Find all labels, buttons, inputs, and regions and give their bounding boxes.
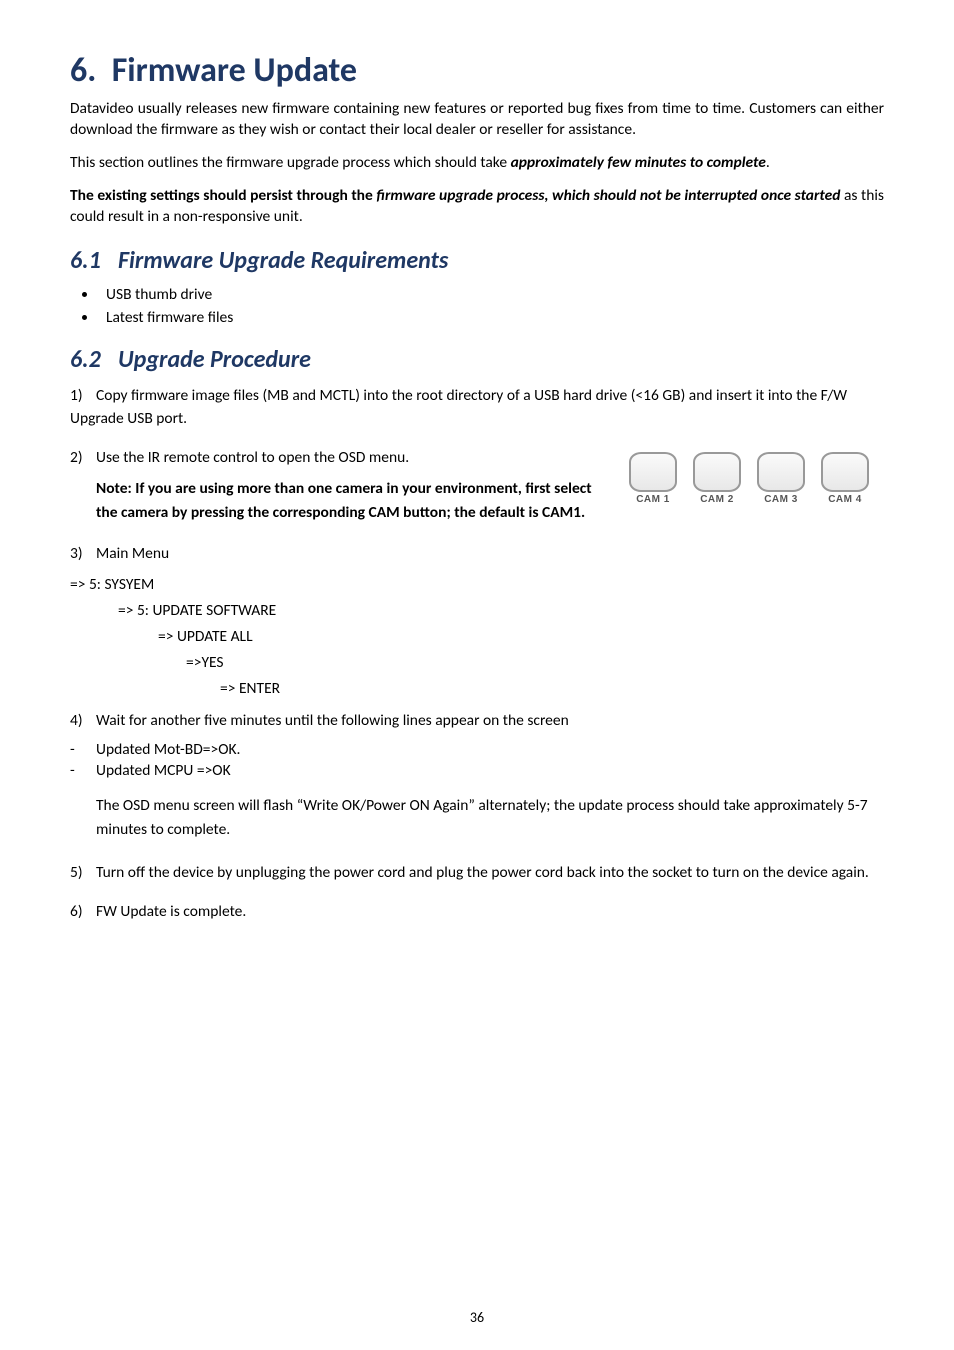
list-item: Latest firmware files xyxy=(98,308,884,327)
heading-number: 6. xyxy=(70,50,96,91)
text-emphasis: firmware upgrade process, which should n… xyxy=(376,186,840,205)
cam-buttons-image: CAM 1 CAM 2 CAM 3 CAM 4 xyxy=(624,452,884,505)
step-text: Wait for another five minutes until the … xyxy=(96,711,569,730)
intro-paragraph-3: The existing settings should persist thr… xyxy=(70,186,884,228)
intro-paragraph-2: This section outlines the firmware upgra… xyxy=(70,153,884,174)
cam-label: CAM 4 xyxy=(816,494,874,505)
code-line: =>YES xyxy=(70,651,884,675)
cam-button: CAM 4 xyxy=(816,452,874,505)
dash: - xyxy=(70,740,96,759)
cam-button: CAM 3 xyxy=(752,452,810,505)
step-number: 3) xyxy=(70,542,96,565)
step-5: 5)Turn off the device by unplugging the … xyxy=(70,861,884,884)
cam-label: CAM 3 xyxy=(752,494,810,505)
subsection-title: Upgrade Procedure xyxy=(118,345,311,374)
cam-button: CAM 1 xyxy=(624,452,682,505)
step-text: Copy firmware image files (MB and MCTL) … xyxy=(70,386,847,428)
code-line: => 5: UPDATE SOFTWARE xyxy=(70,599,884,623)
subsection-number: 6.2 xyxy=(70,345,118,374)
dash-text: Updated MCPU =>OK xyxy=(96,761,231,780)
dash-item: -Updated Mot-BD=>OK. xyxy=(70,740,884,759)
cam-button: CAM 2 xyxy=(688,452,746,505)
text-span: . xyxy=(766,153,770,172)
cam-label: CAM 2 xyxy=(688,494,746,505)
intro-paragraph-1: Datavideo usually releases new firmware … xyxy=(70,99,884,141)
cam-button-icon xyxy=(629,452,677,492)
step-number: 5) xyxy=(70,861,96,884)
cam-button-icon xyxy=(821,452,869,492)
step-2: 2)Use the IR remote control to open the … xyxy=(70,446,604,469)
step-text: Main Menu xyxy=(96,544,169,563)
step-number: 4) xyxy=(70,709,96,732)
subsection-number: 6.1 xyxy=(70,246,118,275)
step-6: 6)FW Update is complete. xyxy=(70,900,884,923)
requirements-list: USB thumb drive Latest firmware files xyxy=(98,285,884,327)
dash-text: Updated Mot-BD=>OK. xyxy=(96,740,240,759)
step-1: 1)Copy firmware image files (MB and MCTL… xyxy=(70,384,884,431)
code-line: => ENTER xyxy=(70,677,884,701)
subsection-6-1: 6.1Firmware Upgrade Requirements xyxy=(70,246,884,275)
list-item: USB thumb drive xyxy=(98,285,884,304)
code-line: => UPDATE ALL xyxy=(70,625,884,649)
dash: - xyxy=(70,761,96,780)
step-number: 1) xyxy=(70,384,96,407)
page: 6. Firmware Update Datavideo usually rel… xyxy=(0,0,954,1350)
step-number: 6) xyxy=(70,900,96,923)
note-text: Note: If you are using more than one cam… xyxy=(96,479,592,521)
page-number: 36 xyxy=(0,1309,954,1326)
osd-note: The OSD menu screen will flash “Write OK… xyxy=(70,794,884,841)
cam-button-icon xyxy=(693,452,741,492)
step-3: 3)Main Menu xyxy=(70,542,884,565)
text-span: This section outlines the firmware upgra… xyxy=(70,153,511,172)
cam-button-icon xyxy=(757,452,805,492)
cam-label: CAM 1 xyxy=(624,494,682,505)
code-line: => 5: SYSYEM xyxy=(70,573,884,597)
step-number: 2) xyxy=(70,446,96,469)
subsection-title: Firmware Upgrade Requirements xyxy=(118,246,448,275)
heading-title: Firmware Update xyxy=(112,50,357,91)
text-emphasis: approximately few minutes to complete xyxy=(511,153,766,172)
dash-item: -Updated MCPU =>OK xyxy=(70,761,884,780)
step-text: Turn off the device by unplugging the po… xyxy=(96,863,869,882)
step-2-block: 2)Use the IR remote control to open the … xyxy=(70,446,884,532)
subsection-6-2: 6.2Upgrade Procedure xyxy=(70,345,884,374)
step-text: Use the IR remote control to open the OS… xyxy=(96,448,409,467)
section-heading: 6. Firmware Update xyxy=(70,50,884,91)
text-bold: The existing settings should persist thr… xyxy=(70,186,376,205)
step-4: 4)Wait for another five minutes until th… xyxy=(70,709,884,732)
step-text: FW Update is complete. xyxy=(96,902,246,921)
step-2-note: Note: If you are using more than one cam… xyxy=(70,477,604,524)
